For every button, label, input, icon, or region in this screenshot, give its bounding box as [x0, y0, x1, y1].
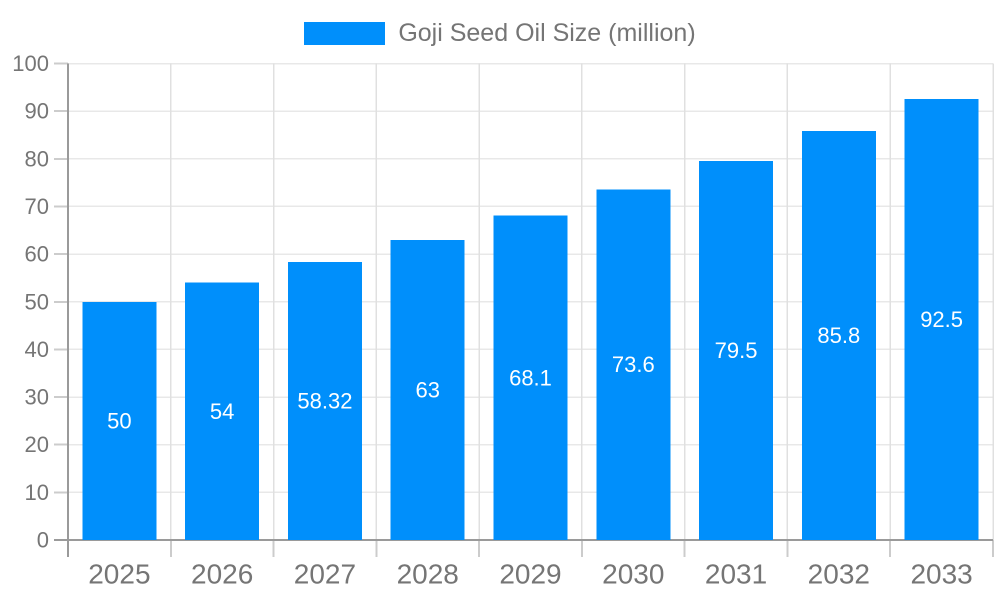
- bar-value-label-2031: 79.5: [715, 338, 758, 363]
- bar-2029[interactable]: [493, 215, 568, 541]
- legend: Goji Seed Oil Size (million): [0, 19, 1000, 48]
- x-tick-label-2029: 2029: [499, 559, 561, 590]
- y-tick-label: 20: [25, 432, 49, 457]
- bar-value-label-2025: 50: [107, 408, 131, 433]
- x-tick-label-2028: 2028: [397, 559, 459, 590]
- bar-value-label-2030: 73.6: [612, 352, 655, 377]
- bar-value-label-2029: 68.1: [509, 365, 552, 390]
- x-tick-label-2031: 2031: [705, 559, 767, 590]
- y-tick-label: 100: [12, 51, 49, 76]
- x-tick-label-2025: 2025: [88, 559, 150, 590]
- bar-value-label-2027: 58.32: [297, 389, 352, 414]
- bar-2025[interactable]: [82, 301, 157, 540]
- bar-2032[interactable]: [801, 131, 876, 540]
- x-tick-label-2032: 2032: [808, 559, 870, 590]
- bar-2030[interactable]: [596, 189, 671, 540]
- bar-2026[interactable]: [185, 282, 260, 540]
- bar-2031[interactable]: [699, 161, 774, 540]
- bar-value-label-2032: 85.8: [817, 323, 860, 348]
- y-tick-label: 90: [25, 99, 49, 124]
- legend-label: Goji Seed Oil Size (million): [398, 19, 696, 47]
- x-tick-label-2026: 2026: [191, 559, 253, 590]
- legend-item[interactable]: Goji Seed Oil Size (million): [304, 19, 696, 48]
- x-tick-label-2027: 2027: [294, 559, 356, 590]
- bar-2028[interactable]: [390, 239, 465, 540]
- x-tick-label-2030: 2030: [602, 559, 664, 590]
- y-tick-label: 70: [25, 194, 49, 219]
- y-tick-label: 40: [25, 337, 49, 362]
- y-tick-label: 80: [25, 146, 49, 171]
- y-tick-label: 60: [25, 242, 49, 267]
- bar-value-label-2026: 54: [210, 399, 234, 424]
- bar-2027[interactable]: [287, 262, 362, 540]
- x-tick-label-2033: 2033: [910, 559, 972, 590]
- bar-2033[interactable]: [904, 99, 979, 541]
- y-tick-label: 0: [37, 528, 49, 553]
- bar-value-label-2033: 92.5: [920, 307, 963, 332]
- y-tick-label: 50: [25, 289, 49, 314]
- y-tick-label: 10: [25, 480, 49, 505]
- y-tick-label: 30: [25, 385, 49, 410]
- legend-swatch-icon: [304, 22, 386, 45]
- bar-value-label-2028: 63: [415, 377, 439, 402]
